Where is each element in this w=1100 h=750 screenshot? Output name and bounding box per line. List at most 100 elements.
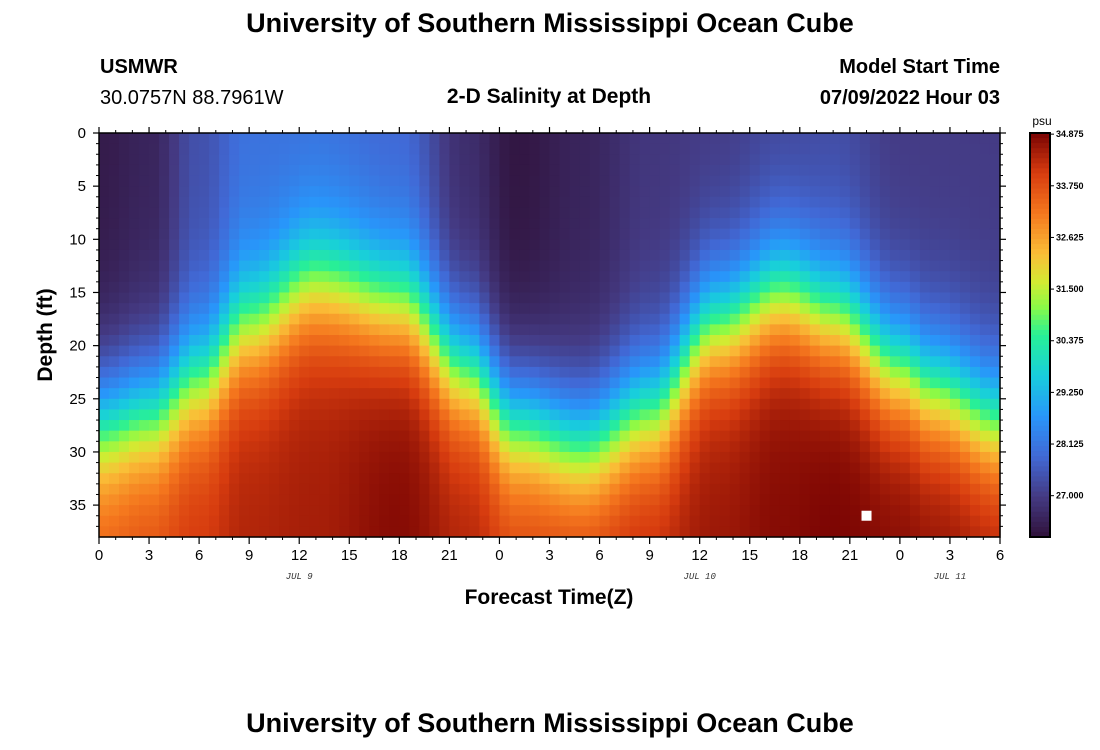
heatmap-cell: [199, 271, 210, 283]
heatmap-cell: [789, 420, 801, 432]
heatmap-cell: [399, 420, 410, 432]
heatmap-cell: [359, 249, 370, 262]
heatmap-cell: [569, 462, 581, 474]
x-tick-label: 18: [791, 547, 808, 564]
heatmap-cell: [439, 218, 450, 230]
heatmap-cell: [339, 515, 350, 527]
colorbar-swatch: [1030, 446, 1050, 452]
heatmap-cell: [629, 335, 641, 347]
heatmap-cell: [429, 409, 440, 421]
heatmap-cell: [559, 164, 571, 177]
heatmap-cell: [639, 175, 651, 187]
heatmap-cell: [239, 483, 250, 496]
heatmap-cell: [829, 143, 841, 155]
heatmap-cell: [429, 303, 440, 315]
heatmap-cell: [399, 218, 410, 230]
heatmap-cell: [299, 420, 310, 432]
heatmap-cell: [399, 366, 410, 379]
heatmap-cell: [719, 218, 731, 230]
colorbar-swatch: [1030, 481, 1050, 488]
heatmap-cell: [849, 260, 861, 272]
heatmap-cell: [179, 313, 190, 325]
heatmap-cell: [539, 313, 551, 325]
heatmap-cell: [569, 143, 581, 155]
heatmap-cell: [209, 133, 220, 145]
heatmap-cell: [749, 249, 761, 262]
heatmap-cell: [329, 175, 340, 187]
heatmap-cell: [589, 281, 601, 294]
heatmap-cell: [689, 441, 701, 453]
heatmap-cell: [399, 451, 410, 464]
heatmap-cell: [479, 335, 491, 347]
heatmap-cell: [839, 409, 851, 421]
heatmap-cell: [349, 271, 360, 283]
heatmap-cell: [839, 313, 851, 325]
heatmap-cell: [819, 143, 831, 155]
heatmap-cell: [599, 409, 611, 421]
heatmap-cell: [919, 483, 931, 496]
heatmap-cell: [309, 356, 320, 368]
heatmap-cell: [959, 366, 971, 379]
heatmap-cell: [639, 388, 651, 400]
heatmap-cell: [99, 186, 110, 198]
heatmap-cell: [809, 483, 821, 496]
heatmap-cell: [199, 207, 210, 219]
heatmap-cell: [419, 218, 430, 230]
heatmap-cell: [109, 441, 120, 453]
heatmap-cell: [739, 196, 751, 209]
x-tick-label: 21: [841, 547, 858, 564]
heatmap-cell: [669, 271, 681, 283]
heatmap-cell: [209, 143, 220, 155]
heatmap-cell: [389, 473, 400, 485]
heatmap-cell: [399, 228, 410, 240]
heatmap-cell: [319, 292, 330, 304]
heatmap-cell: [419, 451, 430, 464]
heatmap-cell: [539, 398, 551, 411]
heatmap-cell: [309, 526, 320, 538]
heatmap-cell: [649, 462, 661, 474]
heatmap-cell: [939, 356, 951, 368]
heatmap-cell: [779, 473, 791, 485]
heatmap-cell: [309, 218, 320, 230]
heatmap-cell: [209, 207, 220, 219]
heatmap-cell: [179, 526, 190, 538]
heatmap-cell: [489, 175, 501, 187]
heatmap-cell: [289, 228, 300, 240]
heatmap-cell: [759, 271, 771, 283]
heatmap-cell: [159, 143, 170, 155]
heatmap-cell: [989, 164, 1001, 177]
heatmap-cell: [559, 356, 571, 368]
heatmap-cell: [709, 356, 721, 368]
heatmap-cell: [489, 526, 501, 538]
heatmap-cell: [799, 207, 811, 219]
heatmap-cell: [849, 483, 861, 496]
heatmap-cell: [809, 324, 821, 336]
heatmap-cell: [199, 281, 210, 294]
heatmap-cell: [139, 420, 150, 432]
heatmap-cell: [239, 313, 250, 325]
heatmap-cell: [619, 175, 631, 187]
heatmap-cell: [99, 239, 110, 251]
heatmap-cell: [959, 175, 971, 187]
heatmap-cell: [429, 451, 440, 464]
heatmap-cell: [329, 143, 340, 155]
heatmap-cell: [359, 462, 370, 474]
heatmap-cell: [159, 462, 170, 474]
heatmap-cell: [149, 483, 160, 496]
heatmap-cell: [469, 441, 481, 453]
heatmap-cell: [539, 515, 551, 527]
heatmap-cell: [489, 462, 501, 474]
heatmap-cell: [909, 228, 921, 240]
heatmap-cell: [859, 175, 871, 187]
heatmap-cell: [379, 388, 390, 400]
heatmap-cell: [639, 281, 651, 294]
heatmap-cell: [99, 313, 110, 325]
heatmap-cell: [849, 196, 861, 209]
heatmap-cell: [899, 281, 911, 294]
heatmap-cell: [349, 409, 360, 421]
colorbar-swatch: [1030, 299, 1050, 306]
heatmap-cell: [409, 356, 420, 368]
heatmap-cell: [299, 377, 310, 389]
heatmap-cell: [259, 366, 270, 379]
heatmap-cell: [699, 377, 711, 389]
